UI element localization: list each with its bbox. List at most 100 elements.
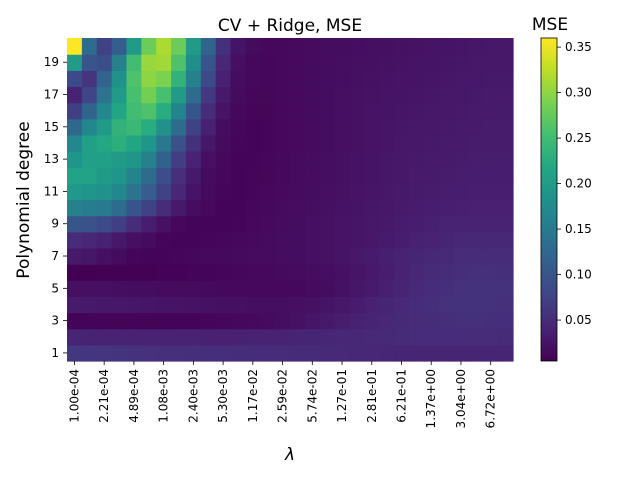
heatmap-cell xyxy=(498,199,514,217)
heatmap-cell xyxy=(96,134,113,152)
heatmap-cell xyxy=(334,102,351,120)
heatmap-cell xyxy=(483,54,499,71)
y-tick-label: 1 xyxy=(51,346,59,360)
heatmap-cell xyxy=(215,102,232,120)
heatmap-cell xyxy=(275,215,291,233)
heatmap-cell xyxy=(379,183,395,201)
heatmap-cell xyxy=(230,151,246,168)
heatmap-cell xyxy=(453,102,469,120)
heatmap-cell xyxy=(171,264,187,281)
heatmap-cell xyxy=(423,134,440,152)
heatmap-cell xyxy=(483,328,499,346)
x-tick-label: 2.21e-04 xyxy=(97,369,111,423)
heatmap-cell xyxy=(81,70,98,88)
heatmap-cell xyxy=(200,151,217,168)
heatmap-cell xyxy=(141,296,157,314)
heatmap-cell xyxy=(334,280,351,297)
colorbar-tick-label: 0.20 xyxy=(565,177,592,191)
heatmap-cell xyxy=(334,167,351,184)
heatmap-cell xyxy=(275,328,291,346)
heatmap-cell xyxy=(156,328,172,346)
heatmap-cell xyxy=(349,38,365,55)
heatmap-cell xyxy=(319,54,336,71)
heatmap-cell xyxy=(334,344,351,362)
heatmap-cell xyxy=(304,280,321,297)
heatmap-cell xyxy=(111,151,128,168)
heatmap-cell xyxy=(67,183,83,201)
heatmap-cell xyxy=(394,102,410,120)
heatmap-cell xyxy=(290,247,306,265)
heatmap-cell xyxy=(215,280,232,297)
heatmap-cell xyxy=(349,296,365,314)
heatmap-cell xyxy=(394,167,410,184)
heatmap-cell xyxy=(275,183,291,201)
heatmap-cell xyxy=(394,312,410,330)
heatmap-cell xyxy=(468,167,484,184)
heatmap-cell xyxy=(171,167,187,184)
heatmap-cell xyxy=(171,54,187,71)
heatmap-cell xyxy=(498,134,514,152)
heatmap-cell xyxy=(423,86,440,104)
heatmap-cell xyxy=(364,151,380,168)
heatmap-cell xyxy=(245,134,261,152)
heatmap-cell xyxy=(275,167,291,184)
heatmap-cell xyxy=(245,312,261,330)
heatmap-cell xyxy=(379,312,395,330)
heatmap-cell xyxy=(408,54,425,71)
heatmap-cell xyxy=(260,296,276,314)
heatmap-cell xyxy=(200,118,217,136)
colorbar-ticks: 0.05 0.10 0.15 0.20 0.25 0.30 0.35 xyxy=(557,40,592,327)
heatmap-cell xyxy=(423,38,440,55)
heatmap-cell xyxy=(364,231,380,249)
heatmap-cell xyxy=(171,215,187,233)
heatmap-cell xyxy=(364,312,380,330)
heatmap-cell xyxy=(304,134,321,152)
heatmap-cell xyxy=(438,264,455,281)
heatmap-cell xyxy=(453,167,469,184)
heatmap-cell xyxy=(423,118,440,136)
heatmap-cell xyxy=(260,167,276,184)
heatmap-cell xyxy=(260,70,276,88)
heatmap-cell xyxy=(498,151,514,168)
heatmap-cell xyxy=(423,183,440,201)
heatmap-cell xyxy=(438,280,455,297)
heatmap-cell xyxy=(111,102,128,120)
heatmap-cell xyxy=(468,280,484,297)
heatmap-cell xyxy=(171,151,187,168)
heatmap-cell xyxy=(364,54,380,71)
heatmap-cell xyxy=(67,134,83,152)
y-tick-label: 17 xyxy=(44,88,59,102)
heatmap-cell xyxy=(215,215,232,233)
heatmap-cell xyxy=(96,247,113,265)
heatmap-cell xyxy=(438,118,455,136)
heatmap-cell xyxy=(423,151,440,168)
heatmap-cell xyxy=(423,199,440,217)
heatmap-cell xyxy=(394,86,410,104)
heatmap-cell xyxy=(171,312,187,330)
heatmap-cell xyxy=(498,344,514,362)
heatmap-cell xyxy=(364,134,380,152)
heatmap-cell xyxy=(319,70,336,88)
heatmap-cell xyxy=(171,134,187,152)
heatmap-cell xyxy=(156,70,172,88)
heatmap-cell xyxy=(200,328,217,346)
heatmap-cell xyxy=(111,86,128,104)
heatmap-cell xyxy=(230,215,246,233)
y-tick-label: 13 xyxy=(44,152,59,166)
colorbar-tick-label: 0.35 xyxy=(565,40,592,54)
heatmap-cell xyxy=(438,312,455,330)
heatmap-cell xyxy=(275,231,291,249)
heatmap-cell xyxy=(126,199,142,217)
heatmap-cell xyxy=(394,199,410,217)
heatmap-cell xyxy=(408,231,425,249)
heatmap-cell xyxy=(304,344,321,362)
heatmap-cell xyxy=(483,86,499,104)
heatmap-cell xyxy=(290,118,306,136)
heatmap-cell xyxy=(141,102,157,120)
heatmap-cell xyxy=(185,86,202,104)
heatmap-cell xyxy=(67,312,83,330)
heatmap-cell xyxy=(304,199,321,217)
heatmap-cell xyxy=(245,231,261,249)
heatmap-cell xyxy=(215,86,232,104)
